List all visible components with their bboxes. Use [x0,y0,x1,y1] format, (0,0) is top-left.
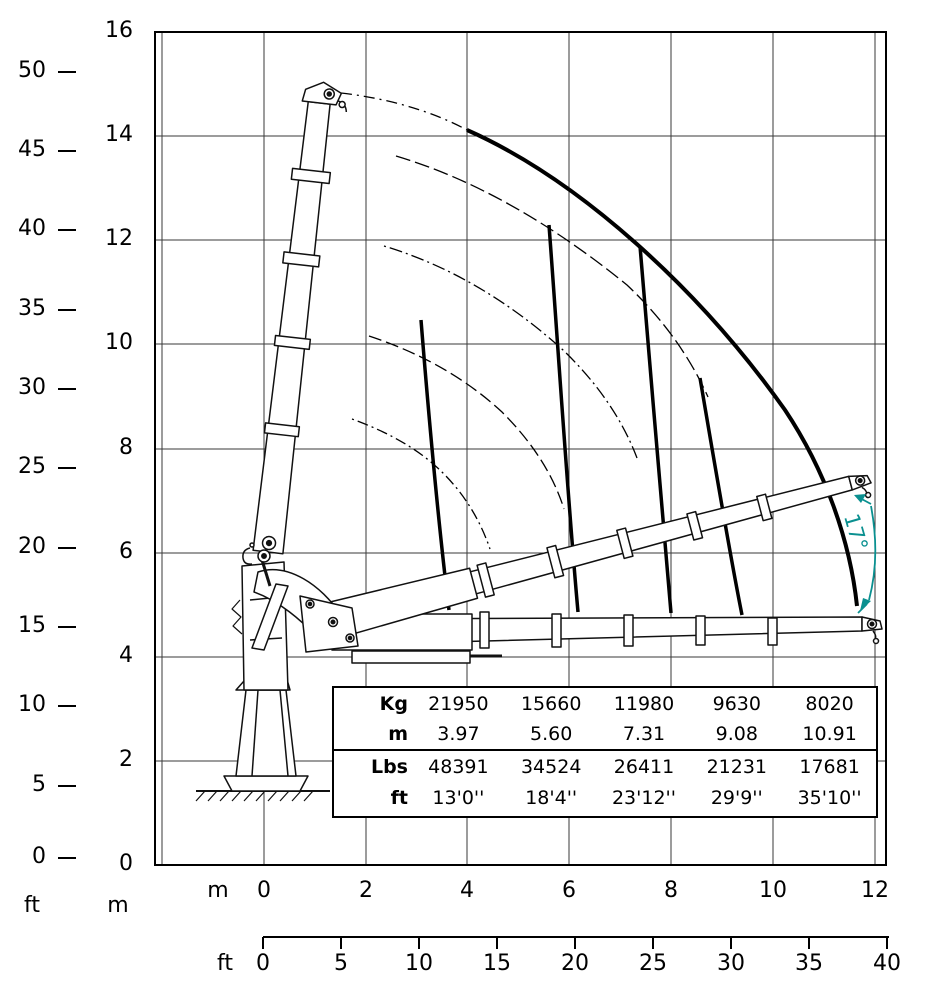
y-axis-m-unit: m [107,893,129,918]
capacity-value: 11980 [613,692,675,715]
capacity-curve-4 [700,378,742,615]
capacity-value: 17681 [799,755,860,778]
hook-icon [874,639,879,644]
y-axis-ft-label: 0 [32,844,46,869]
capacity-value: 15660 [520,692,582,715]
y-axis-m-label: 12 [105,226,133,251]
row-label-m: m [388,723,408,746]
outreach-value: 13'0'' [432,787,485,810]
hook-icon [339,101,346,108]
row-label-lbs: Lbs [370,755,408,778]
crane-base [196,543,358,801]
outreach-value: 23'12'' [611,787,676,810]
boom-vertical-tip [302,80,342,105]
y-axis-ft-label: 50 [18,58,46,83]
outreach-value: 9.08 [715,723,758,746]
boom-horizontal [332,612,882,663]
table-row-kg: Kg 21950 15660 11980 9630 8020 [334,688,876,720]
y-axis-m-label: 16 [105,18,133,43]
y-axis-ft-label: 15 [18,613,46,638]
x-axis-ft-unit: ft [217,951,233,976]
x-axis-m-label: 12 [861,878,889,903]
y-axis-ft-label: 5 [32,772,46,797]
envelope-curve [467,130,857,606]
capacity-curve-1 [421,320,449,610]
x-axis-ft-label: 10 [405,951,433,976]
hook-icon [865,492,871,498]
x-axis-ft-label: 15 [483,951,511,976]
x-axis-ft-label: 35 [795,951,823,976]
y-axis-m-label: 14 [105,122,133,147]
angle-annotation [854,494,875,613]
x-axis-m-label: 8 [664,878,678,903]
boom-vertical [249,80,349,555]
capacity-value: 48391 [428,755,489,778]
y-axis-m-label: 6 [119,539,133,564]
row-label-kg: Kg [379,692,408,715]
outreach-value: 35'10'' [797,787,862,810]
base-plate [224,776,308,791]
arrow-down-icon [860,598,871,611]
capacity-value: 21231 [706,755,768,778]
y-axis-ft-label: 40 [18,216,46,241]
outreach-value: 18'4'' [525,787,578,810]
hydraulic-hose [232,600,242,634]
outreach-value: 29'9'' [710,787,763,810]
x-axis-m-label: 4 [460,878,474,903]
table-row-ft: ft 13'0'' 18'4'' 23'12'' 29'9'' 35'10'' [334,783,876,815]
y-axis-m-label: 2 [119,747,133,772]
x-axis-m-label: 6 [562,878,576,903]
capacity-value: 8020 [805,692,854,715]
y-axis-ft-ticks [58,72,76,858]
x-axis-m-label: 10 [759,878,787,903]
plot-border [155,32,886,865]
capacity-value: 26411 [613,755,675,778]
y-axis-ft-label: 10 [18,692,46,717]
y-axis-ft-label: 45 [18,137,46,162]
y-axis-m-label: 4 [119,643,133,668]
outreach-value: 3.97 [437,723,480,746]
outreach-value: 10.91 [802,723,857,746]
angle-label: 17° [839,511,872,553]
outreach-value: 5.60 [530,723,573,746]
x-axis-ft-label: 40 [873,951,901,976]
table-row-lbs: Lbs 48391 34524 26411 21231 17681 [334,751,876,783]
outreach-value: 7.31 [622,723,666,746]
y-axis-ft-label: 35 [18,296,46,321]
y-axis-m-label: 8 [119,435,133,460]
table-row-m: m 3.97 5.60 7.31 9.08 10.91 [334,720,876,751]
extension-cylinder [352,651,470,663]
x-axis-ft-label: 0 [256,951,270,976]
capacity-value: 21950 [428,692,489,715]
y-axis-ft-label: 25 [18,454,46,479]
x-axis-ft-ruler [263,937,889,949]
x-axis-m-label: 0 [257,878,271,903]
lift-cylinder [252,584,288,650]
capacity-curve-3 [640,246,671,613]
capacity-value: 34524 [520,755,582,778]
y-axis-m-label: 10 [105,330,133,355]
x-axis-ft-label: 20 [561,951,589,976]
boom-raised [332,461,875,638]
capacity-table: Kg 21950 15660 11980 9630 8020 m 3.97 5.… [332,686,878,818]
x-axis-m-unit: m [207,878,229,903]
x-axis-ft-label: 25 [639,951,667,976]
y-axis-ft-unit: ft [24,893,40,918]
x-axis-ft-label: 5 [334,951,348,976]
x-axis-m-label: 2 [359,878,373,903]
y-axis-ft-label: 30 [18,375,46,400]
y-axis-m-label: 0 [119,851,133,876]
capacity-value: 9630 [712,692,761,715]
ground-hatching [196,791,313,801]
y-axis-ft-label: 20 [18,534,46,559]
arrow-up-icon [854,494,866,503]
x-axis-ft-label: 30 [717,951,745,976]
row-label-ft: ft [390,787,408,810]
